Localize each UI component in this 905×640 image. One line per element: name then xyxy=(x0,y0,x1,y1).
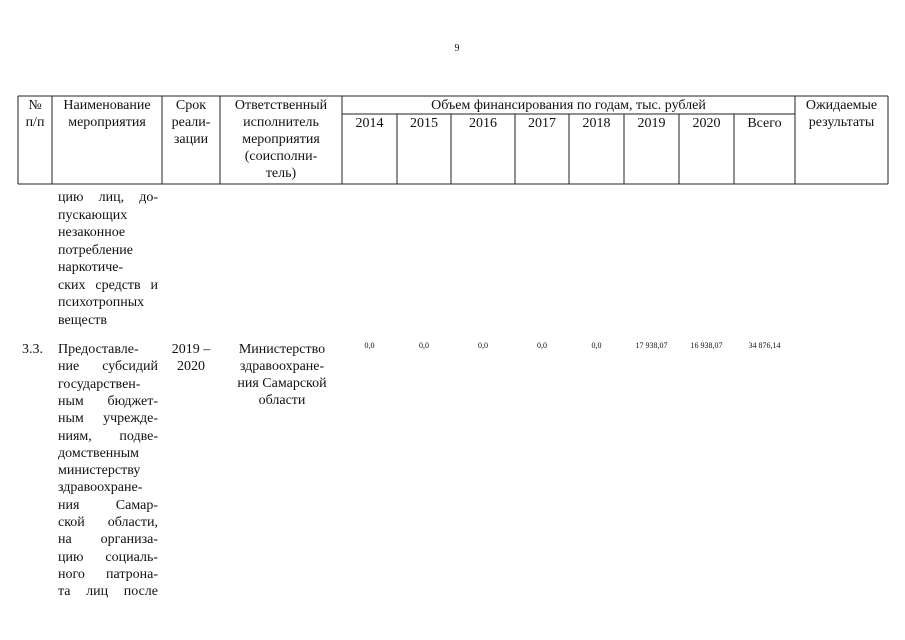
header-year: 2020 xyxy=(692,116,721,131)
row-name: ниям, подве- xyxy=(58,428,158,444)
row-executor: области xyxy=(258,393,306,408)
header-term: реали- xyxy=(171,115,211,130)
header-executor: мероприятия xyxy=(242,132,320,147)
row-name: здравоохране- xyxy=(58,480,143,496)
row-name: психотропных xyxy=(58,295,145,310)
row-name: незаконное xyxy=(58,225,126,240)
header-results: Ожидаемые xyxy=(805,98,878,113)
header-number: № xyxy=(28,98,42,113)
row-executor: ния Самарской xyxy=(237,376,327,391)
row-name: веществ xyxy=(58,312,108,328)
header-executor: тель) xyxy=(265,166,297,181)
header-name: Наименование xyxy=(63,98,151,113)
row-amount: 16 938,07 xyxy=(690,341,723,350)
header-executor: (соисполни- xyxy=(244,149,318,164)
row-executor: здравоохране- xyxy=(239,359,325,374)
row-name: государствен- xyxy=(58,376,141,392)
row-amount: 17 938,07 xyxy=(635,341,668,350)
row-name: цию социаль- xyxy=(58,549,158,565)
header-number: п/п xyxy=(25,115,45,130)
header-year: 2014 xyxy=(355,116,384,131)
header-year: 2018 xyxy=(582,116,611,131)
row-name: наркотиче- xyxy=(58,260,124,275)
header-results: результаты xyxy=(808,115,875,130)
row-name: министерству xyxy=(58,463,141,479)
header-executor: исполнитель xyxy=(243,115,319,130)
header-term: зации xyxy=(173,132,209,147)
row-amount: 0,0 xyxy=(537,341,547,350)
row-name: ских средств и xyxy=(58,277,158,293)
row-name: домственным xyxy=(58,445,140,461)
row-name: ным бюджет- xyxy=(58,393,158,409)
header-year: 2017 xyxy=(528,116,556,131)
header-year: 2016 xyxy=(469,116,497,131)
header-name: мероприятия xyxy=(68,115,146,130)
row-name: на организа- xyxy=(58,532,158,548)
row-name: Предоставле- xyxy=(58,342,139,357)
row-amount: 34 876,14 xyxy=(748,341,781,350)
row-amount: 0,0 xyxy=(478,341,488,350)
row-name: та лиц после xyxy=(58,584,158,600)
header-executor: Ответственный xyxy=(234,98,328,113)
row-name: потребление xyxy=(58,242,133,258)
row-term: 2019 – xyxy=(171,342,211,357)
funding-header: Объем финансирования по годам, тыс. рубл… xyxy=(431,98,706,113)
row-name: ской области, xyxy=(58,515,158,530)
page-number: 9 xyxy=(454,43,460,54)
header-year: Всего xyxy=(747,116,782,131)
row-amount: 0,0 xyxy=(591,341,602,350)
row-name: ного патрона- xyxy=(58,566,158,582)
row-name: ние субсидий xyxy=(58,359,158,375)
row-number: 3.3. xyxy=(22,342,43,357)
header-year: 2019 xyxy=(637,116,666,131)
row-term: 2020 xyxy=(177,359,205,374)
row-name: пускающих xyxy=(58,207,128,223)
header-year: 2015 xyxy=(410,116,438,131)
row-amount: 0,0 xyxy=(419,341,429,350)
row-executor: Министерство xyxy=(238,342,326,357)
header-term: Срок xyxy=(175,98,207,113)
row-name: цию лиц, до- xyxy=(58,190,158,205)
row-name: ния Самар- xyxy=(58,497,158,513)
row-amount: 0,0 xyxy=(364,341,375,350)
row-name: ным учрежде- xyxy=(58,411,158,427)
